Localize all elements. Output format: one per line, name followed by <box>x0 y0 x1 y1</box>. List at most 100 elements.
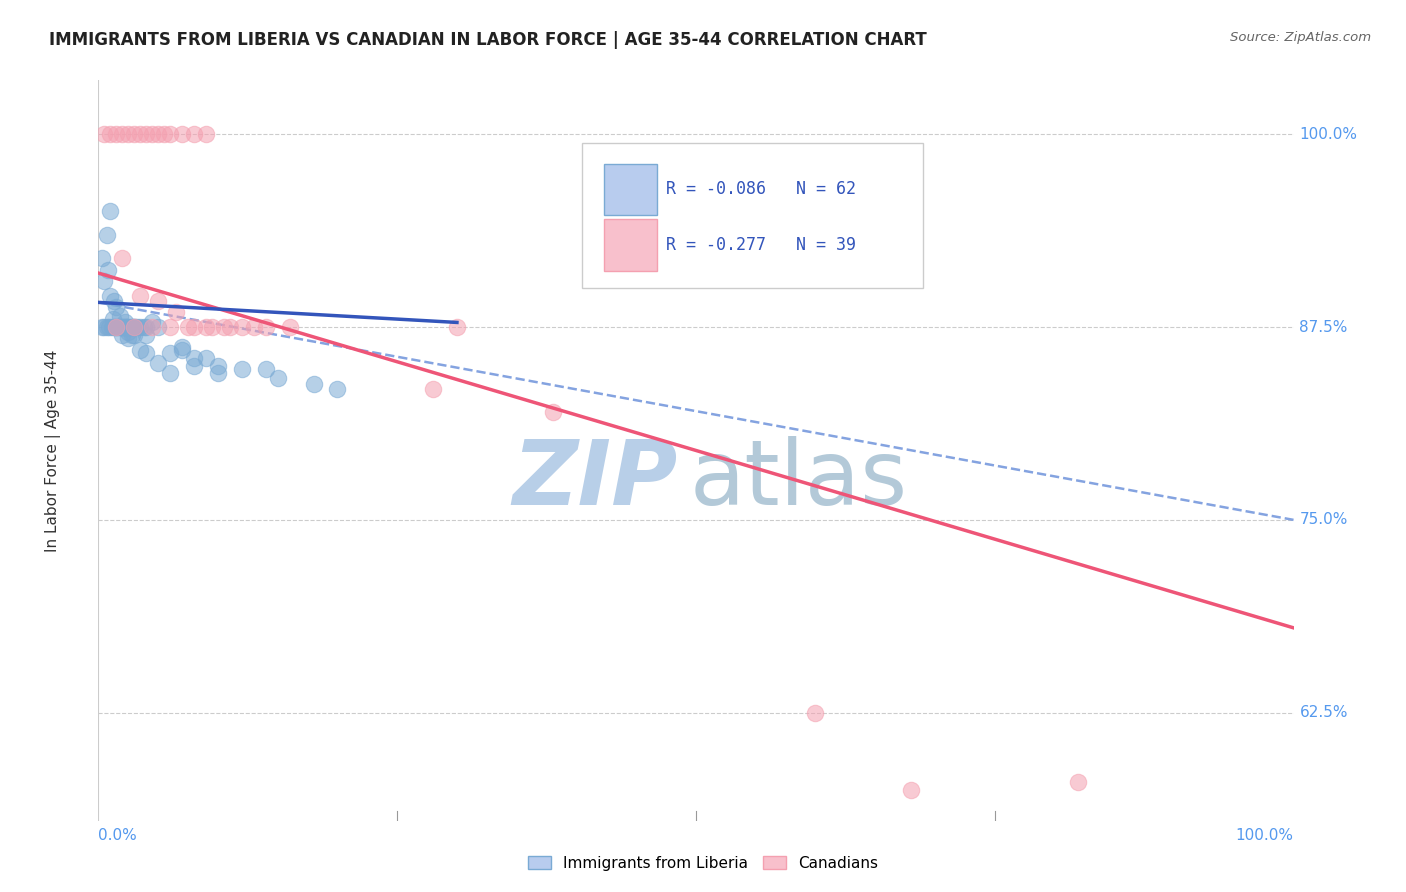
Point <box>120 320 142 334</box>
Text: 0.0%: 0.0% <box>98 829 138 843</box>
Point <box>124 327 146 342</box>
Point <box>278 320 301 334</box>
Point <box>254 361 277 376</box>
Point <box>129 320 152 334</box>
Point <box>1067 775 1090 789</box>
Point <box>98 128 122 142</box>
Point <box>141 128 163 142</box>
Point <box>105 320 128 334</box>
Point <box>124 128 146 142</box>
Point <box>446 320 468 334</box>
Point <box>121 320 143 334</box>
Point <box>183 359 205 373</box>
Point <box>141 320 163 334</box>
Point <box>93 274 115 288</box>
Point <box>114 320 136 334</box>
Point <box>124 320 146 334</box>
Text: 87.5%: 87.5% <box>1299 319 1348 334</box>
Point <box>183 128 205 142</box>
Point <box>254 320 277 334</box>
Text: IMMIGRANTS FROM LIBERIA VS CANADIAN IN LABOR FORCE | AGE 35-44 CORRELATION CHART: IMMIGRANTS FROM LIBERIA VS CANADIAN IN L… <box>49 31 927 49</box>
Point <box>172 343 194 358</box>
Text: ZIP: ZIP <box>513 436 678 524</box>
Point <box>422 382 444 396</box>
Point <box>183 320 205 334</box>
Point <box>541 405 564 419</box>
Point <box>804 706 827 720</box>
Point <box>207 367 229 381</box>
Point <box>91 320 114 334</box>
Text: 100.0%: 100.0% <box>1299 127 1358 142</box>
Point <box>141 315 163 329</box>
Point <box>195 320 218 334</box>
Point <box>98 320 121 334</box>
Point <box>105 128 128 142</box>
Point <box>124 320 146 334</box>
Point <box>105 300 128 314</box>
Point <box>91 251 114 265</box>
Point <box>201 320 224 334</box>
Point <box>172 340 194 354</box>
Point <box>132 320 155 334</box>
Point <box>105 320 128 334</box>
Point <box>105 320 128 334</box>
Point <box>219 320 242 334</box>
Point <box>212 320 235 334</box>
Point <box>135 327 157 342</box>
Point <box>112 320 135 334</box>
Point <box>93 128 115 142</box>
Point <box>159 367 181 381</box>
FancyBboxPatch shape <box>605 219 657 270</box>
Point <box>121 327 143 342</box>
Point <box>96 320 118 334</box>
Point <box>326 382 349 396</box>
Text: 75.0%: 75.0% <box>1299 512 1348 527</box>
Point <box>159 320 181 334</box>
Point <box>153 128 176 142</box>
Point <box>207 359 229 373</box>
Point <box>135 128 157 142</box>
Point <box>195 128 218 142</box>
Point <box>100 320 122 334</box>
Point <box>129 289 152 303</box>
Point <box>165 304 187 318</box>
Point <box>177 320 200 334</box>
Point <box>108 320 131 334</box>
Point <box>97 263 120 277</box>
Point <box>159 346 181 360</box>
Point <box>98 289 122 303</box>
Point <box>148 320 170 334</box>
Point <box>114 315 136 329</box>
FancyBboxPatch shape <box>605 164 657 215</box>
FancyBboxPatch shape <box>582 144 922 287</box>
Point <box>900 782 922 797</box>
Text: Source: ZipAtlas.com: Source: ZipAtlas.com <box>1230 31 1371 45</box>
Point <box>125 320 148 334</box>
Point <box>124 320 146 334</box>
Point <box>117 331 139 345</box>
Text: 100.0%: 100.0% <box>1236 829 1294 843</box>
Point <box>93 320 115 334</box>
Point <box>110 320 132 334</box>
Point <box>115 320 138 334</box>
Point <box>111 251 134 265</box>
Point <box>148 293 170 308</box>
Point <box>172 128 194 142</box>
Point <box>122 320 145 334</box>
Text: R = -0.086   N = 62: R = -0.086 N = 62 <box>666 180 856 198</box>
Text: In Labor Force | Age 35-44: In Labor Force | Age 35-44 <box>45 350 60 551</box>
Point <box>111 128 134 142</box>
Point <box>231 361 253 376</box>
Point <box>101 312 124 326</box>
Point <box>159 128 181 142</box>
Point <box>117 320 139 334</box>
Point <box>231 320 253 334</box>
Point <box>117 128 139 142</box>
Point <box>129 128 152 142</box>
Point <box>135 346 157 360</box>
Text: 62.5%: 62.5% <box>1299 706 1348 720</box>
Point <box>267 371 290 385</box>
Text: atlas: atlas <box>690 436 908 524</box>
Point <box>243 320 266 334</box>
Point <box>148 355 170 369</box>
